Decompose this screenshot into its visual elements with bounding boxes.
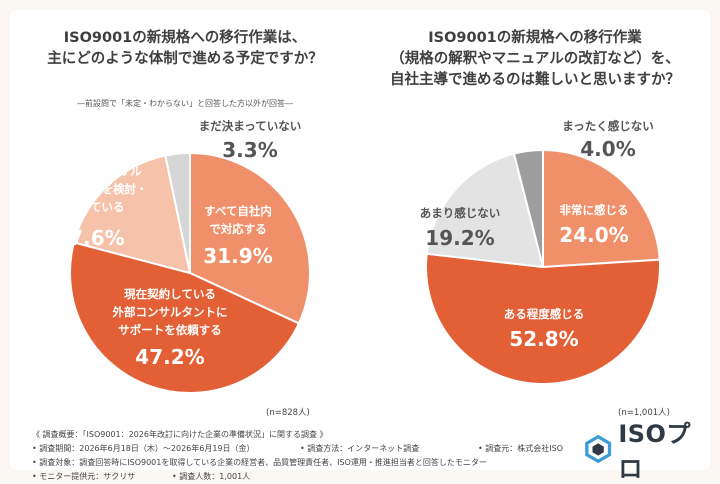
survey-period: • 調査期間：2026年6月18日（木）～2026年6月19日（金）	[32, 444, 255, 453]
survey-respondents: • 調査人数：1,001人	[172, 472, 251, 481]
left-sample-size: (n=828人)	[266, 408, 310, 418]
survey-source: • 調査元：株式会社ISO	[478, 444, 563, 453]
footer-row-1: 《 調査概要：「ISO9001：2026年改訂に向けた企業の準備状況」に関する調…	[32, 428, 563, 442]
pie-0-slice-3-label: まだ決まっていない 3.3%	[199, 119, 301, 162]
pie-1-slice-3-category-line-0: まったく感じない	[562, 119, 654, 133]
pie-0-slice-2-category-line-2: 予定している	[56, 200, 125, 214]
pie-1-slice-1-value: 52.8%	[509, 327, 578, 351]
footer-row-2: • 調査期間：2026年6月18日（木）～2026年6月19日（金） • 調査方法…	[32, 442, 563, 456]
pie-1-slice-0	[542, 148, 661, 269]
pie-0-slice-1-category-line-1: 外部コンサルタントに	[112, 305, 228, 319]
pie-1-slice-2-category-line-0: あまり感じない	[420, 206, 501, 220]
pie-0-slice-2-category-line-0: 新規で外部コンサル	[38, 164, 142, 178]
left-chart-note: ―前設問で「未定・わからない」と回答した方以外が回答―	[77, 99, 293, 108]
right-chart-title: ISO9001の新規格への移行作業 （規格の解釈やマニュアルの改訂など）を、 自…	[360, 28, 710, 91]
pie-1-slice-2-label: あまり感じない 19.2%	[420, 206, 501, 250]
survey-overview: 《 調査概要：「ISO9001：2026年改訂に向けた企業の準備状況」に関する調…	[32, 430, 328, 439]
pie-0-slice-3	[164, 151, 191, 274]
pie-0-slice-2-category-line-1: タントの利用を検討・	[33, 182, 148, 196]
right-sample-size: (n=1,001人)	[618, 408, 670, 418]
pie-1-slice-0-label: 非常に感じる 24.0%	[559, 203, 628, 247]
pie-0-slice-1-category-line-2: サポートを依頼する	[118, 323, 222, 337]
isopro-logo: ISOプロ	[584, 420, 710, 483]
pie-0-slice-2	[72, 154, 192, 275]
monitor-provider: • モニター提供元：サクリサ	[32, 472, 136, 481]
logo-text: ISOプロ	[618, 420, 691, 483]
pie-0-slice-1	[69, 241, 301, 394]
footer-row-4: • モニター提供元：サクリサ • 調査人数：1,001人	[32, 470, 563, 484]
pie-1-slice-1	[425, 252, 661, 385]
pie-0-slice-3-category-line-0: まだ決まっていない	[199, 119, 301, 133]
right-title-line-3: 自社主導で進めるのは難しいと思いますか？	[390, 72, 680, 88]
left-panel: ISO9001の新規格への移行作業は、 主にどのような体制で進める予定ですか？ …	[10, 10, 360, 420]
pie-0-slice-0-category-line-1: で対応する	[209, 222, 267, 236]
pie-1-slice-3-label: まったく感じない 4.0%	[562, 119, 654, 161]
right-panel: ISO9001の新規格への移行作業 （規格の解釈やマニュアルの改訂など）を、 自…	[360, 10, 710, 420]
pie-1-slice-1-label: ある程度感じる 52.8%	[504, 307, 585, 351]
pie-0-slice-0-category-line-0: すべて自社内	[204, 204, 272, 218]
right-title-line-1: ISO9001の新規格への移行作業	[428, 30, 642, 46]
survey-target: • 調査対象：調査回答時にISO9001を取得している企業の経営者、品質管理責任…	[32, 458, 487, 467]
logo-hexagon-icon	[585, 434, 612, 464]
pie-1-slice-0-value: 24.0%	[559, 223, 628, 247]
pie-1-slice-0-category-line-0: 非常に感じる	[560, 203, 629, 217]
left-title-line-1: ISO9001の新規格への移行作業は、	[63, 30, 307, 46]
left-title-line-2: 主にどのような体制で進める予定ですか？	[47, 51, 323, 67]
pie-0-slice-0-value: 31.9%	[203, 244, 272, 268]
survey-method: • 調査方法：インターネット調査	[300, 444, 420, 453]
right-pie-chart: 非常に感じる 24.0% ある程度感じる 52.8% あまり感じない 19.2% まったく感…	[420, 119, 661, 385]
pie-1-slice-3-value: 4.0%	[580, 137, 635, 161]
pie-0-slice-3-value: 3.3%	[222, 138, 277, 162]
pie-1-slice-2-value: 19.2%	[425, 226, 494, 250]
pie-1-slice-1-category-line-0: ある程度感じる	[504, 307, 585, 321]
pie-0-slice-1-category-line-0: 現在契約している	[124, 287, 216, 301]
right-title-line-2: （規格の解釈やマニュアルの改訂など）を、	[390, 51, 680, 67]
pie-1-slice-2	[425, 152, 545, 269]
left-chart-title: ISO9001の新規格への移行作業は、 主にどのような体制で進める予定ですか？	[10, 28, 360, 70]
infographic-card: ISO9001の新規格への移行作業は、 主にどのような体制で進める予定ですか？ …	[10, 10, 710, 483]
pie-0-slice-1-value: 47.2%	[135, 345, 204, 369]
pie-0-slice-0	[189, 151, 311, 325]
pie-0-slice-2-value: 17.6%	[55, 226, 124, 250]
pie-1-slice-3	[512, 148, 544, 268]
survey-footer: 《 調査概要：「ISO9001：2026年改訂に向けた企業の準備状況」に関する調…	[32, 428, 563, 484]
footer-row-3: • 調査対象：調査回答時にISO9001を取得している企業の経営者、品質管理責任…	[32, 456, 563, 470]
